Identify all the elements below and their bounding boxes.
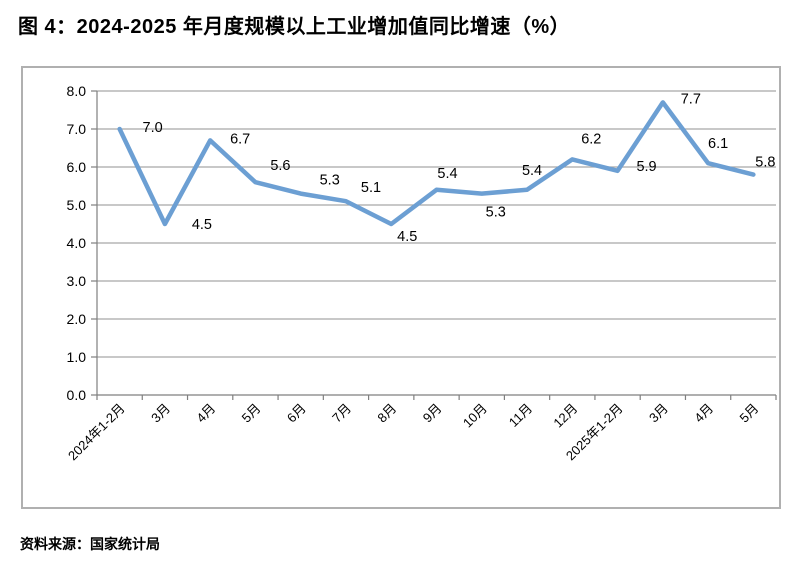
x-axis-tick-label: 3月	[646, 401, 671, 426]
x-axis-tick-label: 10月	[460, 401, 490, 431]
x-axis-tick-label: 9月	[420, 401, 445, 426]
x-axis-tick-label: 8月	[374, 401, 399, 426]
x-axis-tick-label: 3月	[148, 401, 173, 426]
y-axis-tick-label: 1.0	[67, 349, 87, 365]
source-note: 资料来源：国家统计局	[20, 536, 160, 552]
data-point-label: 5.1	[361, 180, 381, 196]
y-axis-tick-label: 2.0	[67, 311, 87, 327]
data-point-label: 5.3	[320, 173, 340, 189]
data-point-label: 5.4	[437, 166, 457, 182]
y-axis-tick-label: 6.0	[67, 159, 87, 175]
data-point-label: 6.7	[230, 131, 250, 147]
data-point-label: 5.8	[755, 155, 775, 171]
data-point-label: 5.6	[270, 158, 290, 174]
data-point-label: 4.5	[397, 229, 417, 245]
x-axis-tick-label: 2024年1-2月	[65, 401, 128, 464]
data-point-label: 5.3	[486, 205, 506, 221]
data-point-label: 7.0	[143, 120, 163, 136]
line-chart: 0.0 1.0 2.0 3.0 4.0 5.0 6.0 7.0 8.0 2024年1-2月 3月 4月…	[65, 83, 777, 464]
y-axis-tick-label: 7.0	[67, 121, 87, 137]
x-axis-tick-label: 5月	[239, 401, 264, 426]
figure-title: 图 4：2024-2025 年月度规模以上工业增加值同比增速（%）	[18, 16, 571, 38]
x-axis-tick-label: 5月	[737, 401, 762, 426]
chart-frame: 0.0 1.0 2.0 3.0 4.0 5.0 6.0 7.0 8.0 2024年1-2月 3月 4月…	[21, 66, 781, 509]
data-point-label: 7.7	[681, 91, 701, 107]
x-axis-tick-label: 4月	[691, 401, 716, 426]
series-line	[117, 100, 756, 227]
x-axis-tick-label: 7月	[329, 401, 354, 426]
x-axis-tick-label: 4月	[193, 401, 218, 426]
x-axis-tick-label: 11月	[506, 401, 535, 430]
data-point-label: 4.5	[192, 217, 212, 233]
x-axis-tick-label: 12月	[550, 401, 580, 431]
y-axis-tick-label: 0.0	[67, 387, 87, 403]
y-axis-tick-label: 5.0	[67, 197, 87, 213]
y-axis-tick-label: 8.0	[67, 83, 87, 99]
y-axis-tick-label: 3.0	[67, 273, 87, 289]
y-axis-tick-label: 4.0	[67, 235, 87, 251]
x-axis-tick-label: 6月	[284, 401, 309, 426]
data-point-label: 6.2	[581, 131, 601, 147]
data-point-label: 5.4	[522, 163, 542, 179]
data-point-label: 5.9	[636, 159, 656, 175]
data-point-label: 6.1	[708, 136, 728, 152]
